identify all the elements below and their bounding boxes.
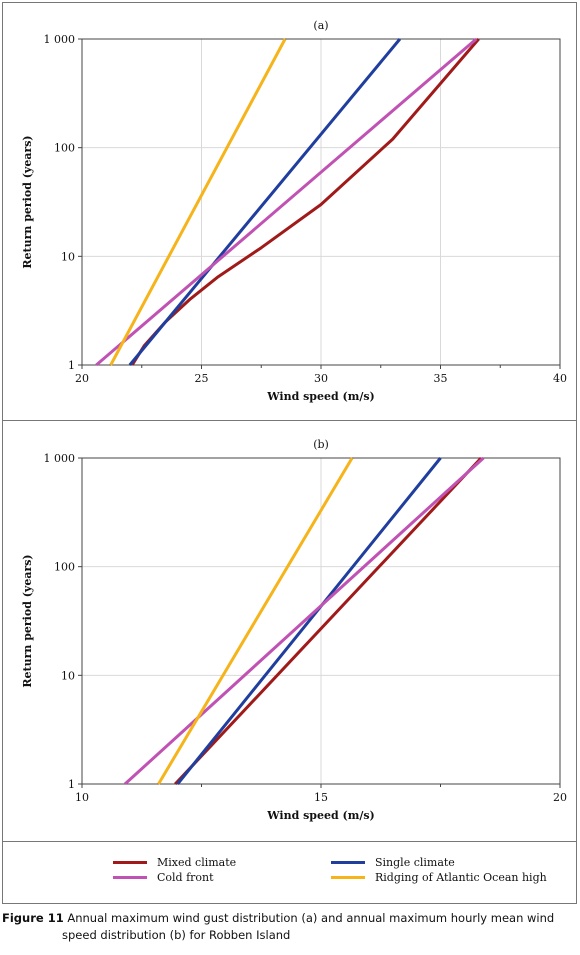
chart-a-y-tick-label-1-000: 1 000 bbox=[44, 33, 76, 46]
legend-swatch-mixed-climate bbox=[113, 861, 147, 864]
chart-a-series-ridging-of-atlantic-ocean-high bbox=[109, 38, 287, 366]
chart-b-series-single-climate bbox=[176, 457, 442, 785]
chart-a-y-tick-label-100: 100 bbox=[54, 142, 75, 155]
chart-b-series-ridging-of-atlantic-ocean-high bbox=[157, 457, 354, 785]
chart-a-y-tick-label-10: 10 bbox=[61, 250, 75, 263]
legend-item-mixed-climate: Mixed climate bbox=[113, 856, 236, 869]
legend-label-mixed-climate: Mixed climate bbox=[157, 856, 237, 869]
legend-item-cold-front: Cold front bbox=[113, 871, 214, 884]
chart-b-y-axis-title: Return period (years) bbox=[21, 554, 34, 687]
chart-b-y-tick-label-100: 100 bbox=[54, 561, 75, 574]
chart-a-x-tick-label-20: 20 bbox=[75, 372, 89, 385]
chart-b-y-tick-label-10: 10 bbox=[61, 669, 75, 682]
chart-a-y-tick-label-1: 1 bbox=[68, 359, 75, 372]
chart-b-series-mixed-climate bbox=[174, 456, 483, 786]
chart-b-title: (b) bbox=[313, 438, 329, 451]
chart-b-y-tick-label-1-000: 1 000 bbox=[44, 452, 76, 465]
legend-label-cold-front: Cold front bbox=[157, 871, 214, 884]
legend-label-single-climate: Single climate bbox=[375, 856, 455, 869]
figure-caption: Figure 11 Annual maximum wind gust distr… bbox=[2, 910, 578, 944]
legend-label-ridging: Ridging of Atlantic Ocean high bbox=[375, 871, 547, 884]
chart-a-svg: 20 25 30 35 40 1 10 100 1 000 (a) Wind speed (m/s)… bbox=[21, 19, 567, 403]
chart-a-x-tick-label-35: 35 bbox=[434, 372, 448, 385]
legend: Mixed climate Single climate Cold front … bbox=[2, 842, 577, 904]
chart-a-series-mixed-climate bbox=[130, 38, 480, 366]
chart-b-x-tick-label-15: 15 bbox=[314, 791, 328, 804]
chart-a-x-tick-label-30: 30 bbox=[314, 372, 328, 385]
legend-item-single-climate: Single climate bbox=[331, 856, 455, 869]
legend-swatch-cold-front bbox=[113, 876, 147, 879]
chart-a-series-single-climate bbox=[128, 38, 402, 366]
chart-b-x-axis-title: Wind speed (m/s) bbox=[266, 809, 375, 822]
legend-swatch-ridging bbox=[331, 876, 365, 879]
chart-a-x-tick-label-25: 25 bbox=[195, 372, 209, 385]
figure-caption-label: Figure 11 bbox=[2, 911, 64, 925]
chart-a-series-cold-front bbox=[95, 37, 478, 367]
chart-a-x-tick-label-40: 40 bbox=[553, 372, 567, 385]
figure-caption-line1: Annual maximum wind gust distribution (a… bbox=[63, 911, 555, 925]
chart-b-x-tick-label-20: 20 bbox=[553, 791, 567, 804]
chart-a-x-axis-title: Wind speed (m/s) bbox=[266, 390, 375, 403]
figure-caption-line2: speed distribution (b) for Robben Island bbox=[62, 928, 291, 942]
chart-b-series-cold-front bbox=[123, 456, 485, 786]
legend-item-ridging: Ridging of Atlantic Ocean high bbox=[331, 871, 547, 884]
chart-panel-b: 10 15 20 1 10 100 1 000 (b) Wind speed (m/s) Retu… bbox=[2, 421, 577, 842]
chart-b-y-tick-label-1: 1 bbox=[68, 778, 75, 791]
chart-panel-a: 20 25 30 35 40 1 10 100 1 000 (a) Wind speed (m/s)… bbox=[2, 2, 577, 421]
chart-b-x-tick-label-10: 10 bbox=[75, 791, 89, 804]
chart-a-y-axis-title: Return period (years) bbox=[21, 135, 34, 268]
legend-swatch-single-climate bbox=[331, 861, 365, 864]
chart-a-title: (a) bbox=[313, 19, 328, 32]
